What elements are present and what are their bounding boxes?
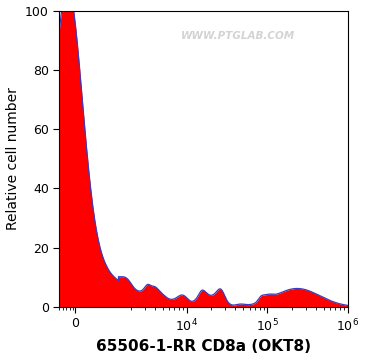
X-axis label: 65506-1-RR CD8a (OKT8): 65506-1-RR CD8a (OKT8) — [96, 339, 311, 355]
Y-axis label: Relative cell number: Relative cell number — [5, 87, 20, 230]
Text: WWW.PTGLAB.COM: WWW.PTGLAB.COM — [181, 31, 295, 41]
